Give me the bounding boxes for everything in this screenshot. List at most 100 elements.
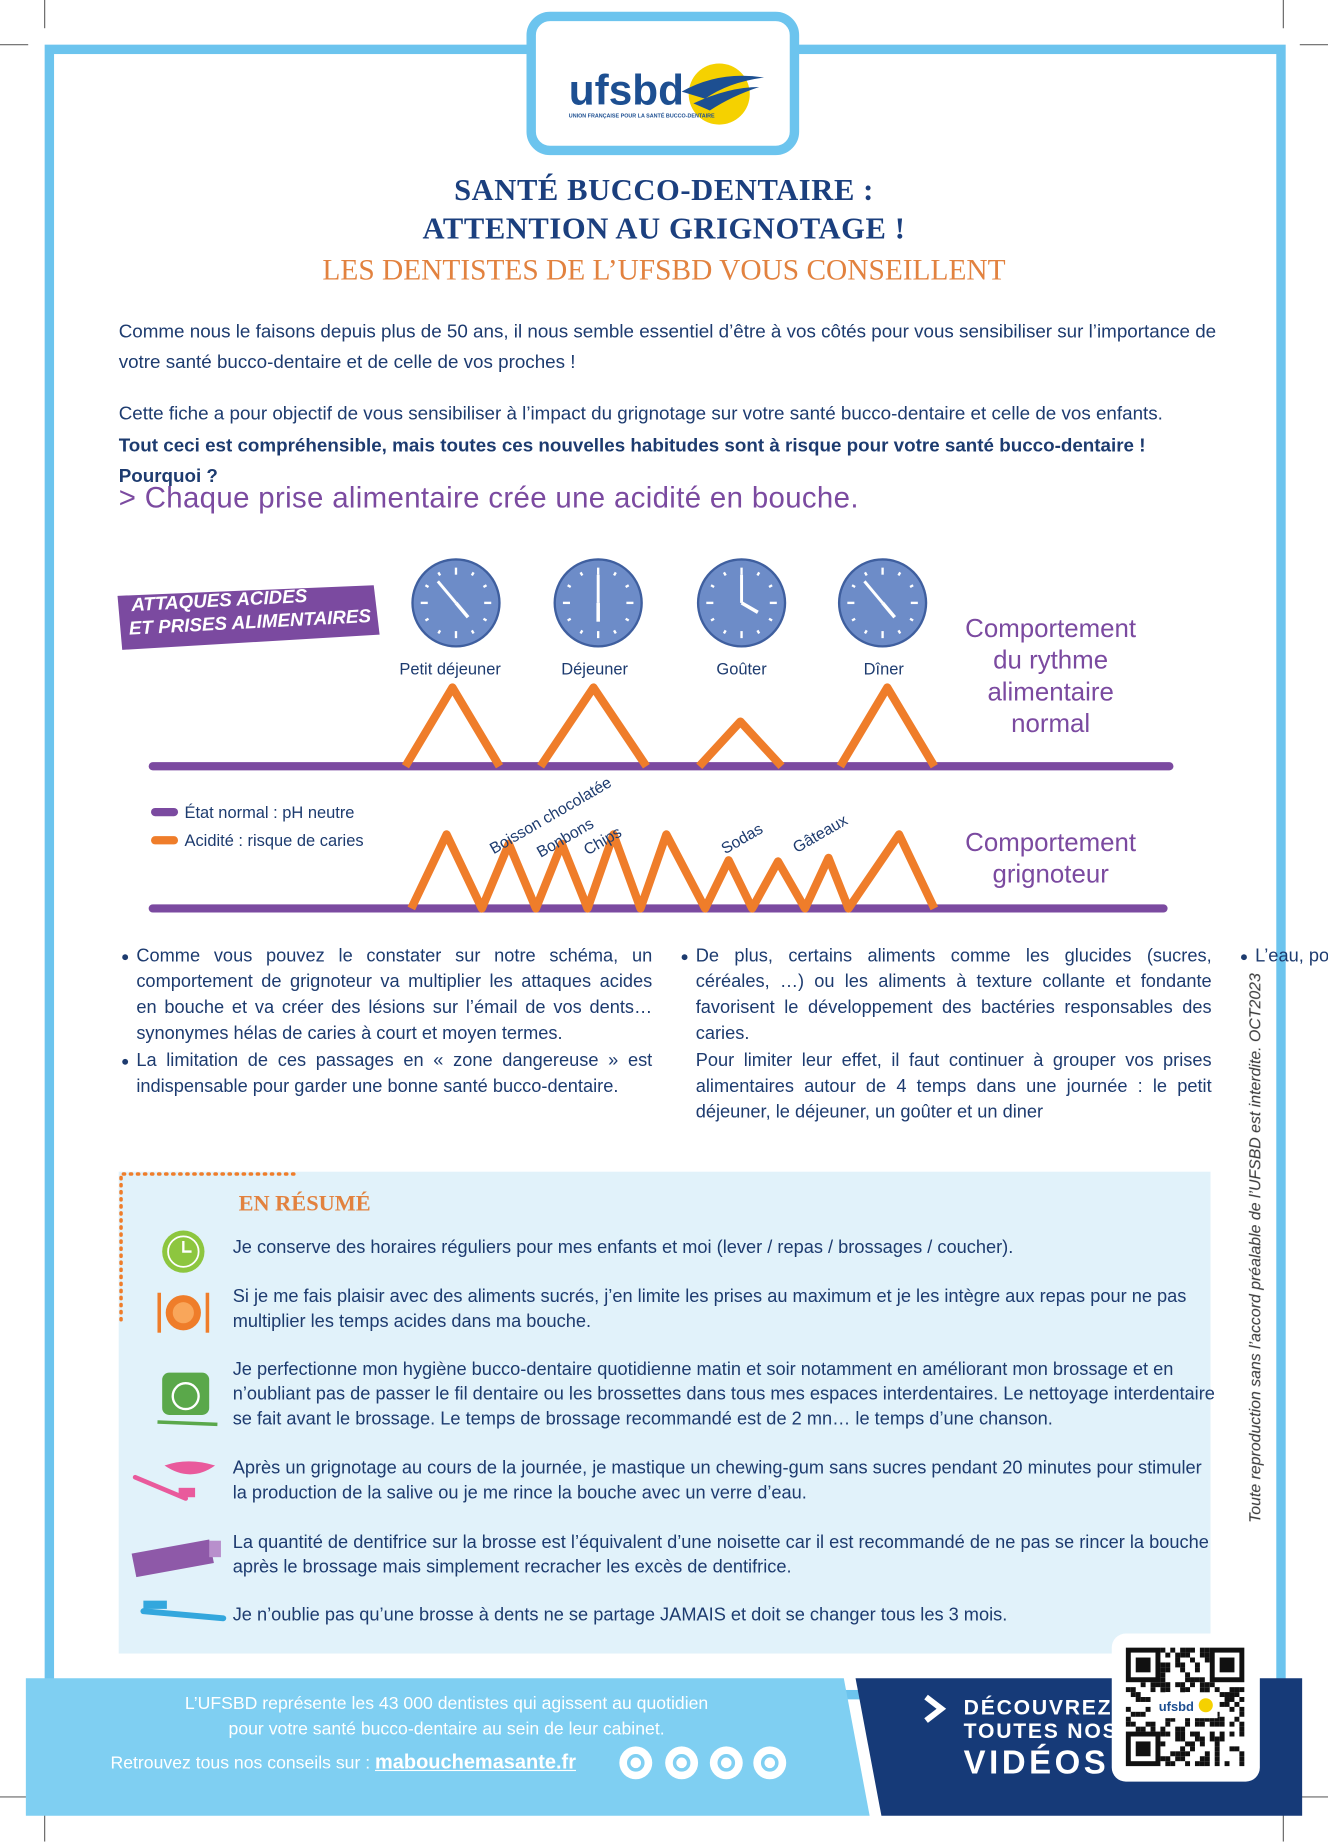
decoration	[567, 584, 572, 589]
decoration	[722, 571, 727, 576]
decoration	[1160, 1662, 1166, 1668]
meal-label: Goûter	[716, 661, 767, 679]
videos-text: TOUTES NOS	[963, 1719, 1119, 1743]
decoration	[1219, 1692, 1225, 1698]
decoration	[1155, 1682, 1161, 1688]
decoration	[1204, 1652, 1210, 1658]
decoration	[172, 1302, 194, 1324]
clock	[411, 558, 501, 648]
acid-peak	[537, 683, 650, 769]
social-icon[interactable]	[619, 1746, 653, 1780]
decoration	[1185, 1741, 1191, 1747]
decoration	[1209, 1682, 1215, 1688]
decoration	[1140, 1697, 1146, 1702]
icon-floss	[157, 1372, 218, 1427]
decoration	[1199, 1741, 1205, 1747]
decoration	[1165, 1731, 1171, 1737]
decoration	[1199, 1677, 1205, 1683]
website-link[interactable]: mabouchemasante.fr	[375, 1751, 576, 1774]
decoration	[132, 1474, 189, 1501]
meal-label: Dîner	[864, 661, 905, 679]
decoration	[1209, 1721, 1215, 1727]
decoration	[1180, 1746, 1186, 1752]
chevron	[924, 1694, 947, 1723]
decoration	[1190, 1731, 1195, 1737]
decoration	[1180, 1726, 1186, 1732]
decoration	[567, 617, 572, 622]
icon-toothbrush	[140, 1600, 227, 1622]
intro-paragraph: Cette fiche a pour objectif de vous sens…	[118, 404, 1163, 425]
decoration	[1199, 1736, 1205, 1742]
decoration	[1219, 1736, 1225, 1742]
decoration	[1185, 1672, 1191, 1678]
decoration	[1165, 1687, 1171, 1693]
decoration	[1180, 1731, 1186, 1737]
decoration	[1185, 1652, 1191, 1658]
decoration	[1234, 1701, 1240, 1707]
behaviour-label: du rythme	[993, 647, 1108, 675]
footer-about-line: pour votre santé bucco-dentaire au sein …	[228, 1719, 665, 1740]
decoration	[1140, 1726, 1146, 1732]
decoration	[1170, 1716, 1176, 1722]
decoration	[1160, 1647, 1166, 1653]
decoration	[437, 629, 442, 635]
decoration	[1239, 1761, 1245, 1767]
decoration	[178, 1487, 196, 1498]
decoration	[863, 580, 884, 604]
decoration	[1224, 1761, 1230, 1767]
social-icon[interactable]	[753, 1746, 787, 1780]
decoration	[1209, 1736, 1215, 1742]
decoration	[1125, 1721, 1131, 1727]
decoration	[1185, 1716, 1191, 1722]
decoration	[760, 1754, 779, 1772]
decoration	[722, 629, 727, 635]
summary-dots	[119, 1172, 296, 1324]
social-icon[interactable]	[709, 1746, 743, 1780]
decoration	[1140, 1682, 1146, 1688]
footer-about-line: L’UFSBD représente les 43 000 dentistes …	[184, 1693, 709, 1714]
acid-peak	[696, 717, 785, 770]
legend-label: Acidité : risque de caries	[185, 832, 364, 850]
decoration	[1175, 1751, 1181, 1757]
decoration	[1175, 1736, 1181, 1742]
decoration	[1214, 1687, 1220, 1693]
social-icon[interactable]	[665, 1746, 699, 1780]
decoration	[851, 617, 856, 622]
decoration	[1199, 1647, 1205, 1653]
footer-band	[25, 1678, 870, 1816]
decoration	[1224, 1692, 1230, 1698]
decoration	[1214, 1716, 1220, 1722]
decoration	[1135, 1697, 1141, 1702]
decoration	[1239, 1751, 1245, 1757]
decoration	[1185, 1647, 1191, 1653]
decoration	[1145, 1697, 1151, 1702]
decoration	[1180, 1682, 1186, 1688]
decoration	[1204, 1687, 1210, 1693]
decoration	[1125, 1716, 1131, 1722]
decoration	[1170, 1751, 1176, 1757]
legend-label: État normal : pH neutre	[185, 803, 355, 822]
snack-label: Sodas	[719, 821, 767, 858]
decoration	[1219, 1716, 1225, 1722]
decoration	[1160, 1726, 1166, 1732]
decoration	[1175, 1726, 1181, 1732]
decoration	[1229, 1687, 1235, 1693]
decoration	[1175, 1657, 1181, 1663]
decoration	[1239, 1756, 1245, 1762]
decoration	[1190, 1657, 1195, 1663]
decoration	[1135, 1657, 1151, 1673]
decoration	[753, 1746, 787, 1780]
decoration	[1160, 1672, 1166, 1678]
decoration	[1199, 1761, 1205, 1767]
decoration	[1165, 1682, 1171, 1688]
decoration	[436, 580, 458, 604]
subtitle: LES DENTISTES DE L’UFSBD VOUS CONSEILLEN…	[322, 255, 1006, 287]
decoration	[1180, 1751, 1186, 1757]
decoration	[1170, 1647, 1176, 1653]
decoration	[1160, 1682, 1166, 1688]
decoration	[1180, 1687, 1186, 1693]
